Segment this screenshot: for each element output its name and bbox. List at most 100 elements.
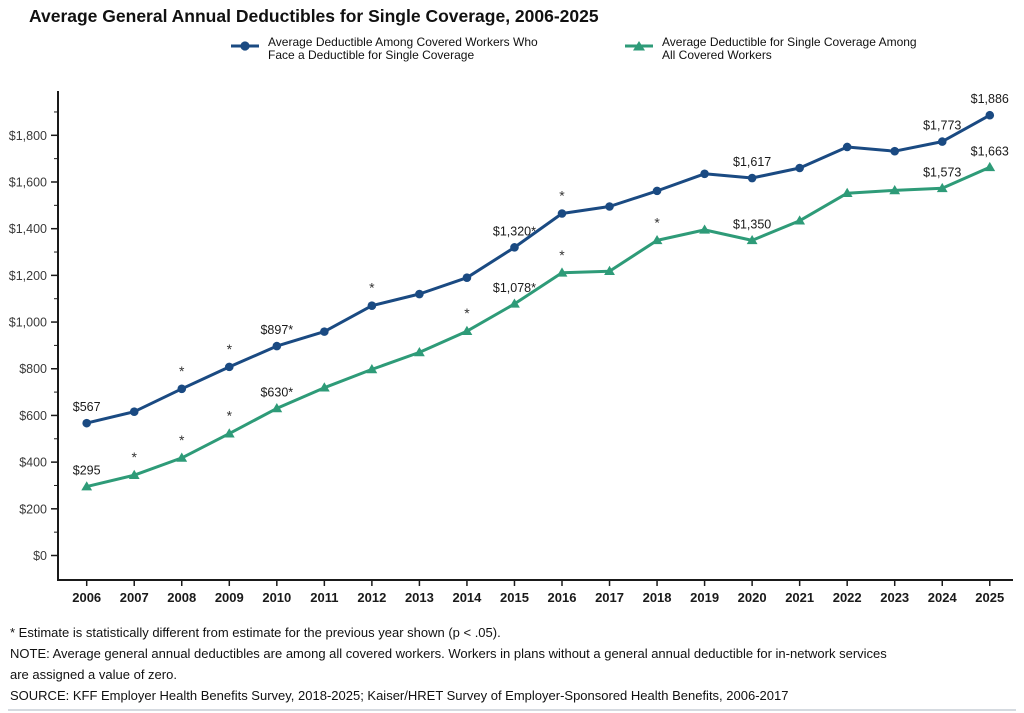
data-point-triangle: [414, 347, 425, 357]
data-point-triangle: [699, 224, 710, 234]
legend-label-line2: Face a Deductible for Single Coverage: [268, 48, 475, 62]
footnote-note-line1: NOTE: Average general annual deductibles…: [10, 646, 887, 661]
y-tick-label: $400: [19, 456, 47, 470]
legend-marker-triangle-icon: [625, 41, 653, 51]
significance-asterisk: *: [369, 280, 375, 296]
data-point-triangle: [889, 184, 901, 195]
data-point-triangle: [746, 234, 758, 245]
footnote-asterisk: * Estimate is statistically different fr…: [10, 625, 501, 640]
x-tick-label: 2018: [643, 590, 672, 605]
data-point-circle: [129, 407, 139, 417]
chart-title: Average General Annual Deductibles for S…: [29, 6, 599, 26]
data-point-circle: [177, 384, 187, 394]
data-point-triangle: [509, 298, 520, 308]
footnote-source: SOURCE: KFF Employer Health Benefits Sur…: [10, 688, 789, 703]
data-point-circle: [82, 418, 91, 428]
data-point-circle: [605, 202, 614, 211]
x-tick-label: 2015: [500, 590, 529, 605]
data-point-circle: [224, 362, 234, 372]
data-point-circle: [985, 110, 995, 120]
data-point-triangle: [223, 428, 235, 438]
data-point-circle: [557, 209, 567, 218]
legend-label-line2: All Covered Workers: [662, 48, 772, 62]
legend-label-with-deductible: Average Deductible Among Covered Workers…: [268, 36, 538, 62]
data-point-circle: [367, 301, 377, 311]
y-tick-label: $1,800: [9, 129, 47, 143]
data-point-triangle: [318, 382, 330, 392]
x-tick-label: 2017: [595, 590, 624, 605]
x-tick-label: 2013: [405, 590, 434, 605]
significance-asterisk: *: [464, 305, 470, 321]
x-tick-label: 2016: [548, 590, 577, 605]
data-point-label: $1,350: [733, 217, 771, 231]
data-point-label: $567: [73, 400, 101, 414]
data-point-triangle: [366, 364, 378, 374]
y-tick-label: $600: [19, 409, 47, 423]
data-point-circle: [652, 186, 662, 196]
data-point-label: $1,773: [923, 119, 961, 133]
data-point-triangle: [556, 267, 568, 277]
data-point-circle: [890, 146, 900, 156]
data-point-triangle: [461, 325, 473, 335]
data-point-circle: [937, 137, 947, 146]
data-point-triangle: [841, 187, 853, 198]
data-point-triangle: [984, 161, 996, 172]
legend-item-with-deductible: Average Deductible Among Covered Workers…: [230, 36, 538, 62]
x-tick-label: 2019: [690, 590, 719, 605]
data-point-label: $1,663: [971, 144, 1009, 158]
series-line: [86, 165, 991, 489]
x-tick-label: 2022: [833, 590, 862, 605]
significance-asterisk: *: [132, 449, 138, 465]
data-point-triangle: [81, 481, 93, 491]
data-point-label: $1,886: [971, 92, 1009, 106]
y-tick-label: $0: [33, 549, 47, 563]
data-point-label: $1,573: [923, 165, 961, 179]
x-tick-label: 2025: [975, 590, 1004, 605]
data-point-label: $1,320*: [493, 224, 536, 238]
x-tick-label: 2006: [72, 590, 101, 605]
y-tick-label: $800: [19, 362, 47, 376]
x-tick-label: 2023: [880, 590, 909, 605]
data-point-triangle: [651, 234, 663, 245]
bottom-divider: [8, 709, 1016, 711]
x-tick-label: 2014: [452, 590, 482, 605]
data-point-circle: [462, 273, 472, 283]
x-tick-label: 2021: [785, 590, 814, 605]
data-point-triangle: [271, 403, 283, 413]
data-point-circle: [510, 243, 519, 252]
data-point-triangle: [604, 265, 615, 275]
data-point-triangle: [794, 215, 806, 225]
x-tick-label: 2020: [738, 590, 767, 605]
data-point-label: $630*: [260, 385, 293, 399]
legend-item-all-workers: Average Deductible for Single Coverage A…: [624, 36, 917, 62]
data-point-triangle: [176, 452, 188, 462]
significance-asterisk: *: [559, 188, 565, 204]
data-point-circle: [842, 142, 852, 152]
x-tick-label: 2007: [120, 590, 149, 605]
data-point-triangle: [128, 469, 140, 479]
data-point-circle: [700, 169, 709, 179]
data-point-label: $295: [73, 464, 101, 478]
data-point-circle: [795, 163, 804, 173]
y-tick-label: $1,400: [9, 222, 47, 236]
data-point-circle: [272, 341, 282, 351]
significance-asterisk: *: [179, 363, 185, 379]
significance-asterisk: *: [227, 408, 233, 424]
x-tick-label: 2011: [310, 590, 338, 605]
footnote-note-line2: are assigned a value of zero.: [10, 667, 177, 682]
y-tick-label: $200: [19, 502, 47, 516]
legend-label-all-workers: Average Deductible for Single Coverage A…: [662, 36, 917, 62]
legend-label-line1: Average Deductible Among Covered Workers…: [268, 35, 538, 49]
data-point-label: $897*: [260, 323, 293, 337]
data-point-label: $1,078*: [493, 281, 536, 295]
x-tick-label: 2009: [215, 590, 244, 605]
y-tick-label: $1,200: [9, 269, 47, 283]
y-tick-label: $1,600: [9, 175, 47, 189]
legend-label-line1: Average Deductible for Single Coverage A…: [662, 35, 917, 49]
x-tick-label: 2012: [357, 590, 386, 605]
x-tick-label: 2010: [262, 590, 291, 605]
data-point-circle: [747, 173, 757, 183]
legend-marker-circle-icon: [231, 41, 259, 51]
